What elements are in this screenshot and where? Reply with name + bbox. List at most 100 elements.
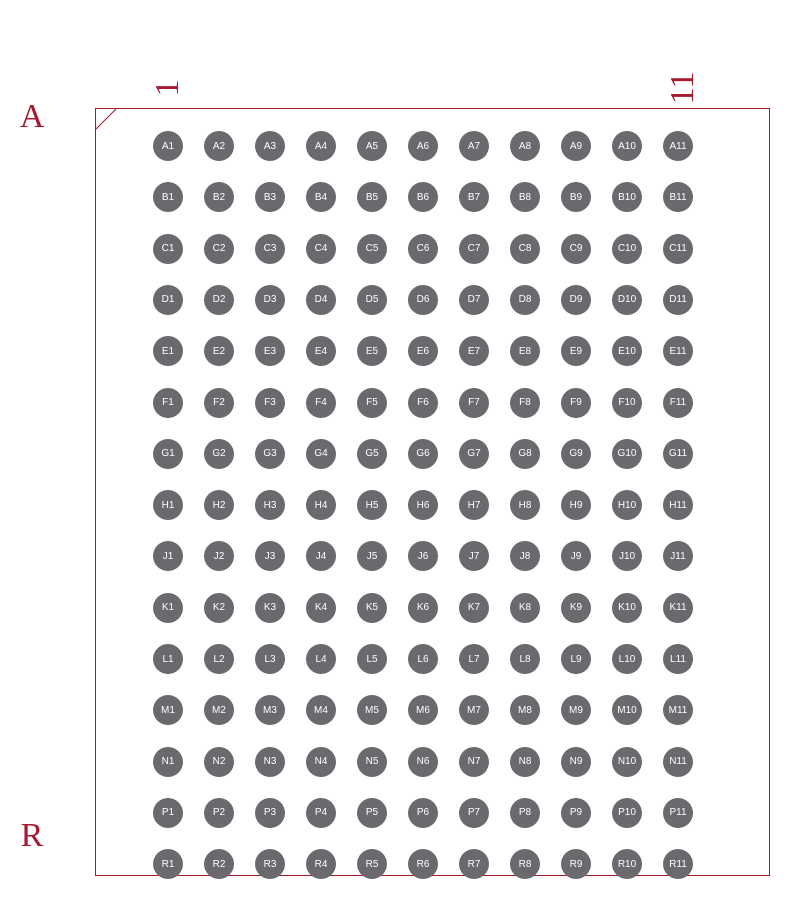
pin-D9: D9 [561,285,591,315]
pin-N11: N11 [663,747,693,777]
pin-A11: A11 [663,131,693,161]
pin-C9: C9 [561,234,591,264]
pin-G11: G11 [663,439,693,469]
pin-A6: A6 [408,131,438,161]
pin-P9: P9 [561,798,591,828]
pin-F10: F10 [612,388,642,418]
pin-H5: H5 [357,490,387,520]
pin-D3: D3 [255,285,285,315]
pin-C11: C11 [663,234,693,264]
pin-C4: C4 [306,234,336,264]
pin-H4: H4 [306,490,336,520]
pin-K11: K11 [663,593,693,623]
pin-A8: A8 [510,131,540,161]
pin-K9: K9 [561,593,591,623]
pin-C1: C1 [153,234,183,264]
pin-N4: N4 [306,747,336,777]
pin-L10: L10 [612,644,642,674]
pin-P10: P10 [612,798,642,828]
pin-A2: A2 [204,131,234,161]
row-label-bottom: R [21,817,44,855]
pin-R8: R8 [510,849,540,879]
pin-K3: K3 [255,593,285,623]
pin-F7: F7 [459,388,489,418]
pin-G1: G1 [153,439,183,469]
pin-L7: L7 [459,644,489,674]
pin-R1: R1 [153,849,183,879]
pin-N6: N6 [408,747,438,777]
pin-C7: C7 [459,234,489,264]
pin-L1: L1 [153,644,183,674]
pin-R11: R11 [663,849,693,879]
pin-R4: R4 [306,849,336,879]
pin-H7: H7 [459,490,489,520]
pin-K5: K5 [357,593,387,623]
pin-E1: E1 [153,336,183,366]
pin-F1: F1 [153,388,183,418]
pin-G5: G5 [357,439,387,469]
pin-P6: P6 [408,798,438,828]
pin-F5: F5 [357,388,387,418]
pin-L2: L2 [204,644,234,674]
pin-F11: F11 [663,388,693,418]
pin-N1: N1 [153,747,183,777]
pin-E8: E8 [510,336,540,366]
pin-A9: A9 [561,131,591,161]
pin-A7: A7 [459,131,489,161]
pin-A10: A10 [612,131,642,161]
pin-R10: R10 [612,849,642,879]
pin-P1: P1 [153,798,183,828]
pin-D11: D11 [663,285,693,315]
pin-F6: F6 [408,388,438,418]
pin-D5: D5 [357,285,387,315]
pin-K8: K8 [510,593,540,623]
pin-R7: R7 [459,849,489,879]
pin-P3: P3 [255,798,285,828]
pin-K10: K10 [612,593,642,623]
pin-R9: R9 [561,849,591,879]
pin-D8: D8 [510,285,540,315]
pin-E7: E7 [459,336,489,366]
pin-G6: G6 [408,439,438,469]
pin-E2: E2 [204,336,234,366]
pin-N10: N10 [612,747,642,777]
pin-P7: P7 [459,798,489,828]
row-label-top: A [20,98,45,136]
pin-E4: E4 [306,336,336,366]
pin-E11: E11 [663,336,693,366]
pin-D6: D6 [408,285,438,315]
pin-P5: P5 [357,798,387,828]
pin-P2: P2 [204,798,234,828]
pin-G2: G2 [204,439,234,469]
pin-K2: K2 [204,593,234,623]
pin-N8: N8 [510,747,540,777]
pin-N3: N3 [255,747,285,777]
pin-A5: A5 [357,131,387,161]
pin-K6: K6 [408,593,438,623]
pin-H6: H6 [408,490,438,520]
pin-E9: E9 [561,336,591,366]
col-label-left: 1 [149,80,187,97]
pin-D10: D10 [612,285,642,315]
col-label-right: 11 [664,72,702,105]
pin-F3: F3 [255,388,285,418]
pin-A1: A1 [153,131,183,161]
pin-H11: H11 [663,490,693,520]
pin-L8: L8 [510,644,540,674]
pin-C2: C2 [204,234,234,264]
pin-H10: H10 [612,490,642,520]
pin-G3: G3 [255,439,285,469]
pin-N5: N5 [357,747,387,777]
bga-pinout-diagram: A R 1 11 A1A2A3A4A5A6A7A8A9A10A11B1B2B3B… [0,0,800,907]
pin-G7: G7 [459,439,489,469]
pin-L4: L4 [306,644,336,674]
pin-D1: D1 [153,285,183,315]
pin-E3: E3 [255,336,285,366]
pin-G10: G10 [612,439,642,469]
pin-H1: H1 [153,490,183,520]
pin-F9: F9 [561,388,591,418]
pin-L5: L5 [357,644,387,674]
pin-E10: E10 [612,336,642,366]
pin-C10: C10 [612,234,642,264]
pin-D2: D2 [204,285,234,315]
